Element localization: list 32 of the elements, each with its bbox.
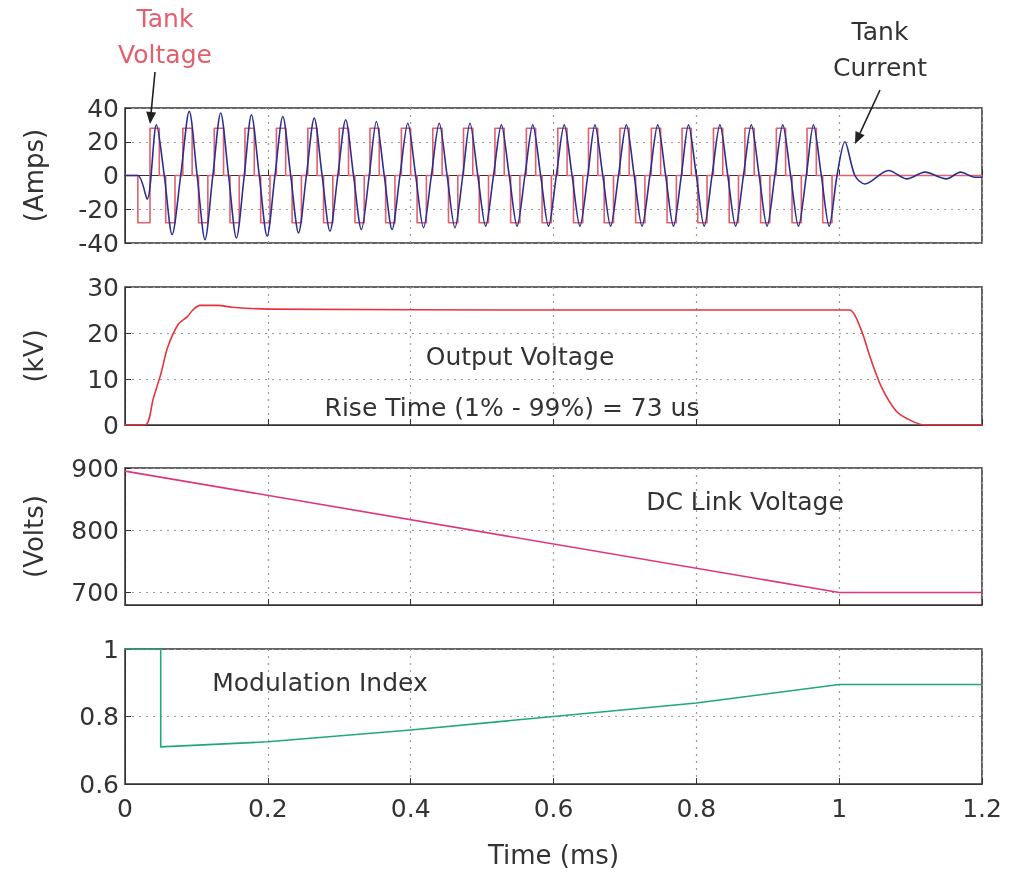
x-tick-label: 0.8 — [676, 794, 717, 823]
y-tick-label: 0.8 — [79, 702, 119, 731]
y-tick-label: -40 — [78, 228, 119, 258]
y-tick-label: 20 — [87, 127, 119, 157]
text: Tank Voltage — [117, 3, 213, 71]
x-tick-label: 1.2 — [962, 794, 1002, 823]
y-tick-label: 0.6 — [79, 769, 119, 799]
y-tick-label: 700 — [71, 578, 119, 608]
x-tick-label: 0.6 — [533, 794, 574, 823]
y-tick-label: 30 — [87, 272, 119, 302]
series-label: Modulation Index — [212, 667, 428, 699]
y-tick-label: 0 — [103, 410, 119, 440]
series-label: Output Voltage — [425, 341, 615, 373]
x-tick-label: 0.2 — [247, 794, 288, 823]
y-tick-label: 40 — [87, 93, 119, 123]
line-series — [124, 110, 983, 241]
x-tick-label: 0.4 — [390, 794, 431, 823]
y-tick-label: -20 — [78, 194, 119, 224]
y-tick-label: 10 — [87, 364, 119, 394]
series-label: DC Link Voltage — [646, 486, 844, 518]
y-tick-label: 900 — [71, 453, 119, 483]
x-axis-title: Time (ms) — [486, 840, 620, 870]
y-axis-title: (Volts) — [19, 495, 49, 578]
y-tick-label: 1 — [103, 634, 119, 664]
y-tick-label: 800 — [71, 515, 119, 545]
x-tick-label: 1 — [831, 794, 848, 823]
y-tick-label: 0 — [103, 161, 119, 190]
y-axis-title: (kV) — [19, 329, 49, 383]
series-label: Tank Current — [832, 16, 928, 84]
y-tick-label: 20 — [87, 318, 119, 348]
y-axis-title: (Amps) — [19, 128, 49, 223]
annotation: Rise Time (1% - 99%) = 73 us — [324, 392, 700, 424]
